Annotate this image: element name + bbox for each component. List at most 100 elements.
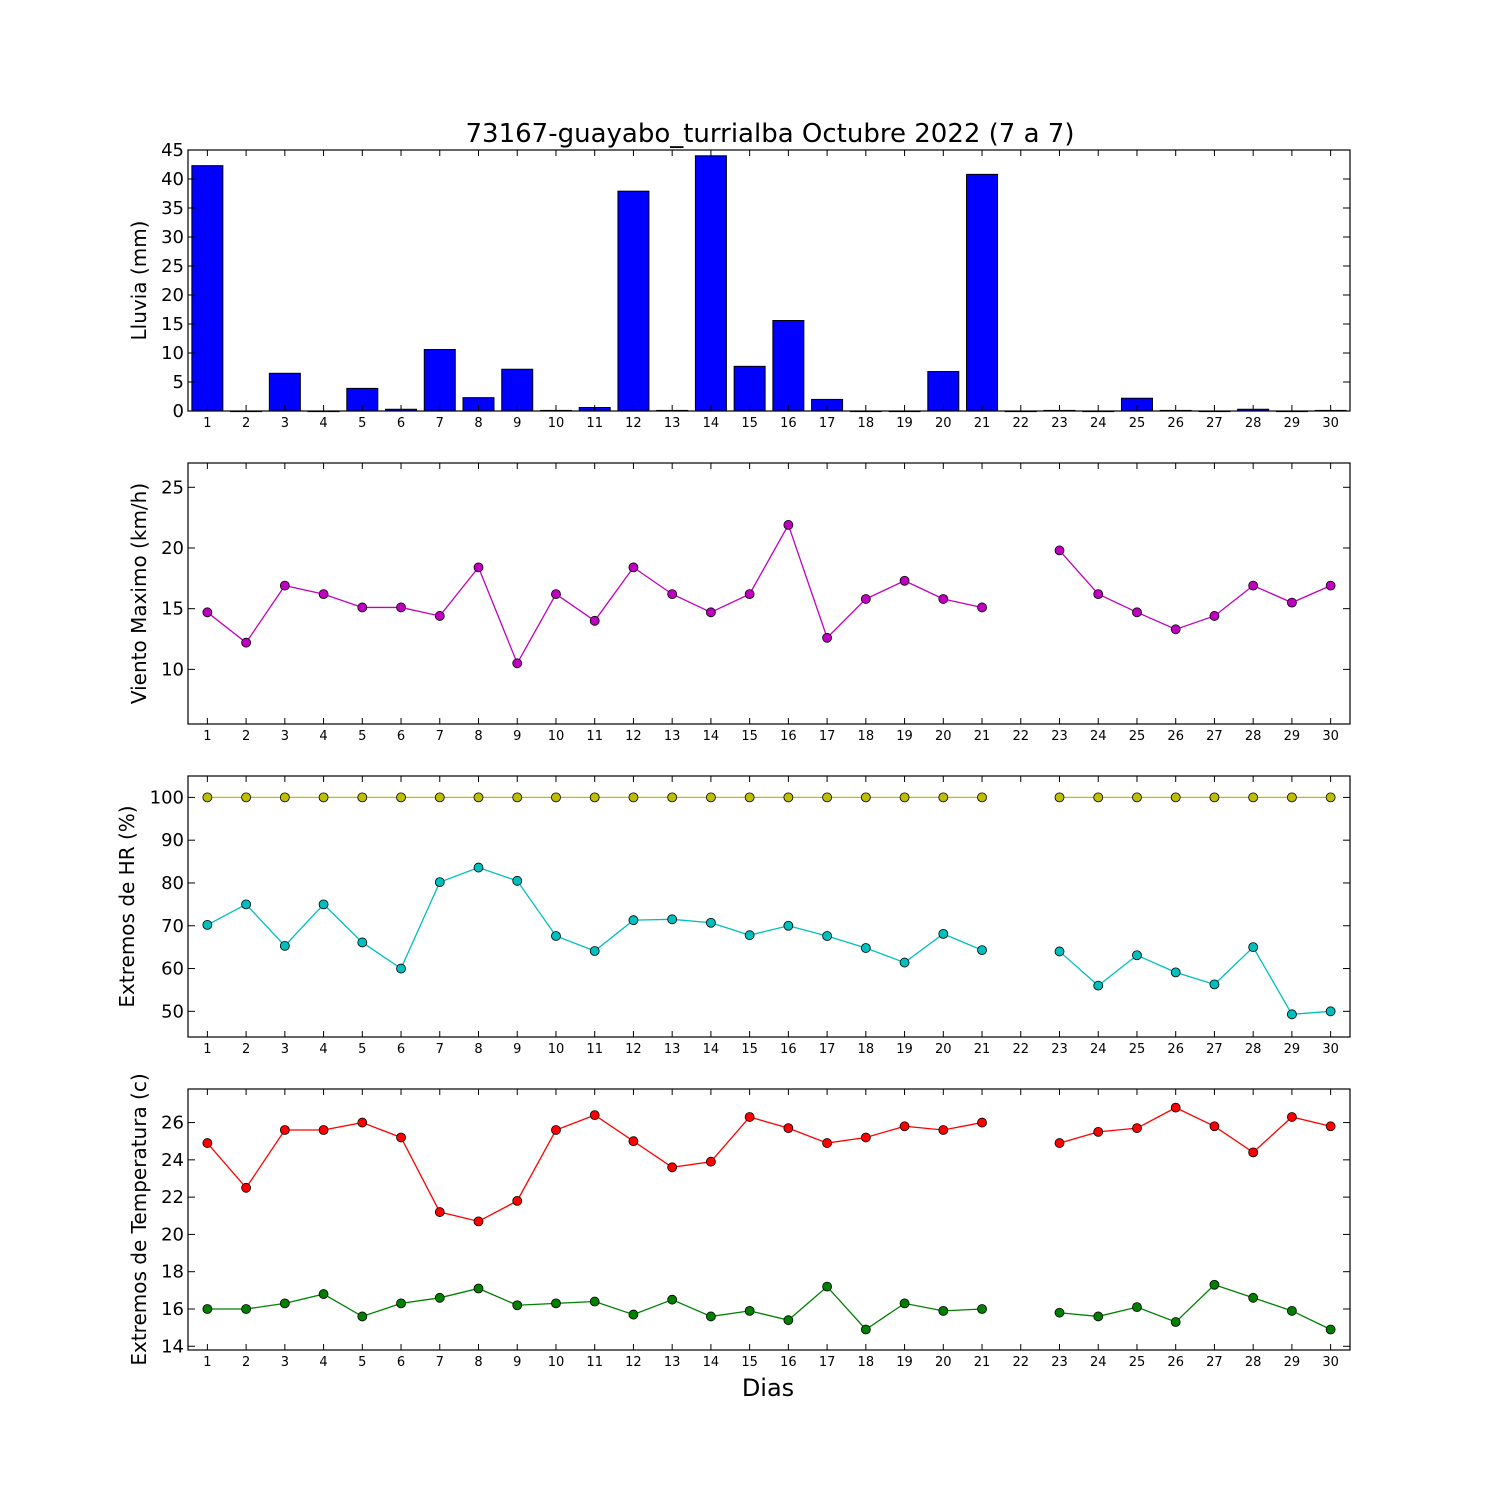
temperature-series-0-point-day-12 bbox=[628, 1136, 639, 1147]
wind-x-tick-label: 6 bbox=[397, 729, 405, 744]
humidity-series-0-point-day-9 bbox=[512, 792, 523, 803]
wind-series-0-point-day-12 bbox=[628, 562, 639, 573]
rain-y-tick-label: 10 bbox=[161, 343, 184, 364]
humidity-series-1-point-day-23 bbox=[1054, 946, 1065, 957]
temperature-x-tick-label: 27 bbox=[1206, 1355, 1223, 1370]
humidity-series-0-point-day-23 bbox=[1054, 792, 1065, 803]
temperature-series-0-point-day-20 bbox=[938, 1125, 949, 1135]
temperature-series-1-point-day-21 bbox=[977, 1304, 987, 1314]
temperature-x-tick-label: 8 bbox=[474, 1355, 482, 1370]
temperature-series-0-point-day-29 bbox=[1287, 1112, 1297, 1122]
wind-series-0-point-day-21 bbox=[977, 602, 987, 613]
humidity-series-1-point-day-2 bbox=[241, 899, 252, 910]
wind-x-tick-label: 4 bbox=[319, 729, 327, 744]
temperature-x-tick-label: 24 bbox=[1090, 1355, 1107, 1370]
wind-series-0-point-day-4 bbox=[318, 589, 329, 600]
temperature-series-1-point-day-1 bbox=[202, 1304, 213, 1314]
humidity-y-tick-label: 90 bbox=[161, 830, 184, 851]
temperature-series-1-point-day-26 bbox=[1170, 1317, 1181, 1327]
temperature-x-tick-label: 17 bbox=[819, 1355, 836, 1370]
humidity-x-tick-label: 16 bbox=[780, 1042, 797, 1057]
temperature-series-0-point-day-1 bbox=[202, 1138, 213, 1148]
wind-series-0-point-day-25 bbox=[1132, 607, 1142, 618]
temperature-series-1-point-day-12 bbox=[628, 1309, 639, 1320]
rain-plot-frame bbox=[187, 149, 1351, 412]
wind-x-tick-label: 20 bbox=[935, 729, 952, 744]
humidity-series-1-point-day-12 bbox=[628, 915, 639, 926]
wind-series-0-point-day-24 bbox=[1093, 589, 1104, 600]
rain-bar-day-7 bbox=[423, 349, 456, 412]
humidity-series-1-point-day-26 bbox=[1170, 967, 1181, 978]
humidity-series-0-point-day-10 bbox=[551, 792, 561, 803]
humidity-series-0-point-day-14 bbox=[706, 792, 716, 803]
temperature-x-tick-label: 18 bbox=[858, 1355, 875, 1370]
wind-x-tick-label: 2 bbox=[242, 729, 250, 744]
humidity-x-tick-label: 26 bbox=[1167, 1042, 1184, 1057]
humidity-series-1-point-day-24 bbox=[1093, 980, 1104, 991]
rain-y-tick-label: 25 bbox=[161, 256, 184, 277]
humidity-series-1-point-day-1 bbox=[202, 919, 213, 930]
humidity-x-tick-label: 6 bbox=[397, 1042, 405, 1057]
temperature-series-1-point-day-13 bbox=[667, 1294, 678, 1305]
humidity-x-tick-label: 23 bbox=[1051, 1042, 1068, 1057]
humidity-series-0-point-day-26 bbox=[1170, 792, 1181, 803]
rain-x-tick-label: 29 bbox=[1284, 416, 1301, 431]
temperature-series-0-point-day-13 bbox=[667, 1162, 678, 1173]
temperature-series-1-point-day-16 bbox=[783, 1315, 794, 1326]
rain-y-tick-label: 15 bbox=[161, 314, 184, 335]
wind-series-0-point-day-6 bbox=[396, 602, 406, 613]
wind-x-tick-label: 14 bbox=[703, 729, 720, 744]
rain-bar-day-3 bbox=[268, 372, 301, 412]
temperature-series-1-point-day-27 bbox=[1209, 1279, 1220, 1290]
wind-x-tick-label: 19 bbox=[896, 729, 913, 744]
temperature-y-axis-label: Extremos de Temperatura (c) bbox=[127, 1073, 151, 1365]
rain-x-tick-label: 8 bbox=[474, 416, 482, 431]
humidity-x-tick-label: 4 bbox=[319, 1042, 327, 1057]
wind-marks bbox=[202, 520, 1336, 669]
humidity-y-tick-label: 50 bbox=[161, 1001, 184, 1022]
wind-y-tick-label: 25 bbox=[161, 477, 184, 498]
temperature-x-tick-label: 29 bbox=[1284, 1355, 1301, 1370]
wind-x-tick-label: 12 bbox=[625, 729, 642, 744]
rain-x-tick-label: 2 bbox=[242, 416, 250, 431]
temperature-series-0-point-day-9 bbox=[512, 1195, 523, 1206]
temperature-series-1-point-day-8 bbox=[473, 1283, 484, 1294]
temperature-y-tick-label: 26 bbox=[161, 1113, 184, 1134]
humidity-series-1-point-day-9 bbox=[512, 875, 523, 886]
wind-series-0-line bbox=[1059, 549, 1331, 631]
wind-series-0-point-day-2 bbox=[241, 637, 252, 648]
wind-x-tick-label: 22 bbox=[1012, 729, 1029, 744]
humidity-x-tick-label: 21 bbox=[974, 1042, 991, 1057]
humidity-series-0-point-day-13 bbox=[667, 792, 678, 803]
humidity-series-0-point-day-24 bbox=[1093, 792, 1104, 803]
rain-x-tick-label: 9 bbox=[513, 416, 521, 431]
temperature-series-0-point-day-6 bbox=[396, 1132, 406, 1143]
rain-x-tick-label: 6 bbox=[397, 416, 405, 431]
wind-series-0-point-day-13 bbox=[667, 589, 678, 600]
temperature-series-0-point-day-10 bbox=[551, 1125, 561, 1135]
humidity-series-0-point-day-12 bbox=[628, 792, 639, 803]
temperature-series-0-point-day-14 bbox=[706, 1156, 716, 1167]
humidity-x-tick-label: 10 bbox=[548, 1042, 565, 1057]
humidity-x-tick-label: 19 bbox=[896, 1042, 913, 1057]
wind-series-0-point-day-17 bbox=[822, 632, 832, 643]
wind-series-0-point-day-20 bbox=[938, 594, 949, 604]
temperature-series-1-point-day-2 bbox=[241, 1304, 252, 1314]
temperature-series-1-point-day-15 bbox=[744, 1305, 755, 1316]
rain-y-tick-label: 45 bbox=[161, 140, 184, 161]
x-axis-label: Dias bbox=[742, 1374, 794, 1402]
temperature-x-tick-label: 25 bbox=[1129, 1355, 1146, 1370]
wind-series-0-point-day-19 bbox=[899, 575, 910, 586]
temperature-series-0-point-day-18 bbox=[860, 1132, 871, 1143]
rain-x-tick-label: 19 bbox=[896, 416, 913, 431]
rain-x-tick-label: 23 bbox=[1051, 416, 1068, 431]
humidity-series-0-point-day-11 bbox=[589, 792, 600, 803]
rain-x-tick-label: 14 bbox=[703, 416, 720, 431]
humidity-series-1-point-day-3 bbox=[279, 940, 290, 951]
temperature-series-0-point-day-24 bbox=[1093, 1126, 1104, 1137]
wind-y-tick-label: 15 bbox=[161, 599, 184, 620]
wind-series-0-point-day-30 bbox=[1325, 580, 1336, 591]
rain-x-tick-label: 21 bbox=[974, 416, 991, 431]
humidity-x-tick-label: 17 bbox=[819, 1042, 836, 1057]
